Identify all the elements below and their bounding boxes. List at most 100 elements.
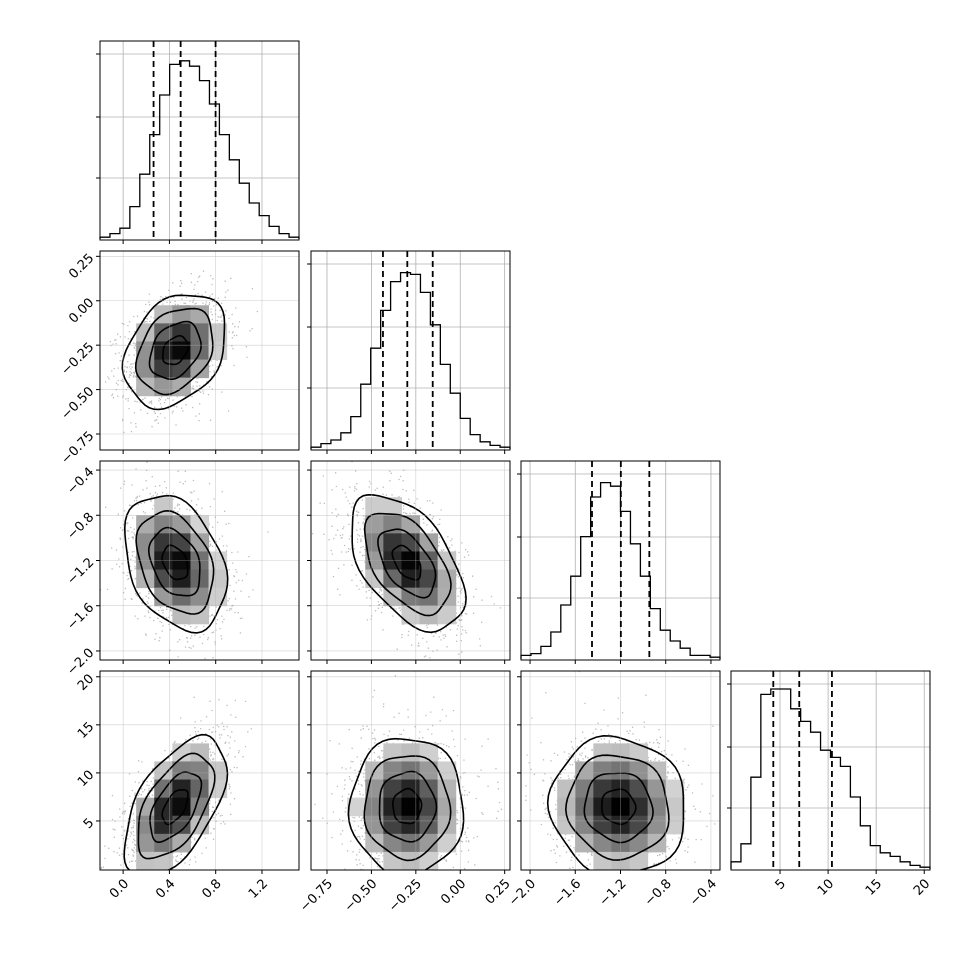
panel-frame	[310, 250, 511, 451]
panel-content	[311, 671, 510, 870]
density-cell	[172, 377, 191, 397]
density-cell	[154, 377, 173, 397]
y-tick-label: −0.75	[59, 429, 98, 468]
y-tick-label: −0.50	[59, 384, 98, 423]
density-cell	[401, 797, 421, 817]
density-cell	[136, 533, 155, 552]
scatter-panel-2-0	[96, 460, 300, 664]
density-cell	[365, 797, 384, 817]
density-cell	[557, 815, 576, 835]
density-cell	[172, 515, 191, 534]
x-tick-label: 5	[773, 876, 789, 892]
scatter-panel-3-2	[517, 670, 721, 874]
histogram-steps	[310, 271, 511, 449]
density-cell	[593, 743, 612, 762]
x-tick-label: −0.25	[386, 876, 425, 915]
density-cell	[575, 761, 594, 781]
density-cell	[190, 743, 210, 762]
contour-level-2	[363, 755, 452, 862]
density-cell	[593, 833, 612, 853]
density-cell	[401, 587, 421, 607]
histogram-panel-0	[96, 40, 300, 244]
density-cell	[172, 341, 191, 361]
density-cell	[172, 323, 191, 342]
density-cell	[419, 761, 439, 781]
y-tick-label: −1.6	[64, 600, 97, 633]
density-cell	[154, 497, 173, 516]
x-tick-label: −0.4	[687, 876, 720, 909]
histogram-panel-2	[517, 460, 721, 664]
density-cell	[190, 305, 210, 324]
density-cell	[401, 743, 421, 762]
density-cell	[136, 377, 155, 397]
y-tick-label: 15	[75, 720, 97, 742]
panel-content	[100, 251, 299, 450]
density-cell	[383, 587, 402, 607]
contour-level-2	[135, 509, 215, 615]
density-cell	[190, 515, 210, 534]
y-tick-label: −1.2	[64, 555, 97, 588]
density-cell	[629, 851, 649, 870]
x-tick-label: −1.2	[597, 876, 630, 909]
x-tick-label: −0.50	[342, 876, 381, 915]
density-cell	[665, 779, 685, 799]
x-tick-label: 0.00	[438, 876, 469, 907]
density-cell	[575, 833, 594, 853]
density-cell	[437, 761, 457, 781]
scatter-panel-1-0	[96, 250, 300, 454]
density-cell	[401, 851, 421, 870]
contour-level-3	[351, 493, 467, 634]
density-cell	[365, 533, 384, 552]
x-tick-label: 1.2	[246, 876, 271, 901]
density-cell	[647, 815, 667, 835]
density-cell	[419, 833, 439, 853]
panel-content	[521, 671, 720, 870]
panel-frame	[99, 250, 300, 451]
panel-content	[100, 671, 299, 870]
histogram-panel-1	[307, 250, 511, 454]
density-cell	[437, 605, 457, 625]
x-tick-label: −0.8	[642, 876, 675, 909]
density-cell	[154, 761, 173, 781]
x-tick-label: 0.4	[153, 876, 178, 901]
panel-content	[311, 461, 510, 660]
contour-level-1	[147, 526, 201, 597]
density-cell	[154, 533, 173, 552]
density-cell	[437, 815, 457, 835]
contour-level-0	[391, 544, 422, 581]
density-cell	[665, 797, 685, 817]
x-tick-label: −1.6	[551, 876, 584, 909]
contour-level-0	[392, 787, 423, 825]
contour-level-0	[161, 789, 189, 826]
scatter-panel-3-1	[307, 670, 511, 874]
density-cell	[365, 497, 384, 516]
y-tick-label: −0.25	[59, 340, 98, 379]
density-cell	[190, 359, 210, 379]
density-cell	[437, 797, 457, 817]
contour-level-0	[162, 335, 190, 366]
contour-level-1	[148, 320, 202, 380]
y-tick-label: 10	[75, 768, 97, 790]
panel-frame	[99, 40, 300, 241]
histogram-background	[311, 251, 510, 450]
contour-level-3	[121, 294, 226, 411]
density-cell	[208, 323, 228, 342]
x-tick-label: 20	[911, 876, 933, 898]
density-cell	[665, 815, 685, 835]
panel-frame	[310, 670, 511, 871]
density-cell	[347, 797, 366, 817]
density-cell	[190, 779, 210, 799]
density-cell	[629, 743, 649, 762]
contour-level-2	[564, 754, 670, 861]
density-cell	[172, 587, 191, 607]
x-tick-label: 15	[863, 876, 885, 898]
density-cell	[629, 815, 649, 835]
density-cell	[154, 515, 173, 534]
y-tick-label: −2.0	[64, 646, 97, 679]
histogram-background	[731, 671, 930, 870]
density-cell	[136, 833, 155, 853]
scatter-panel-3-0	[96, 670, 300, 874]
density-cell	[593, 779, 612, 799]
x-tick-label: −0.75	[297, 876, 336, 915]
